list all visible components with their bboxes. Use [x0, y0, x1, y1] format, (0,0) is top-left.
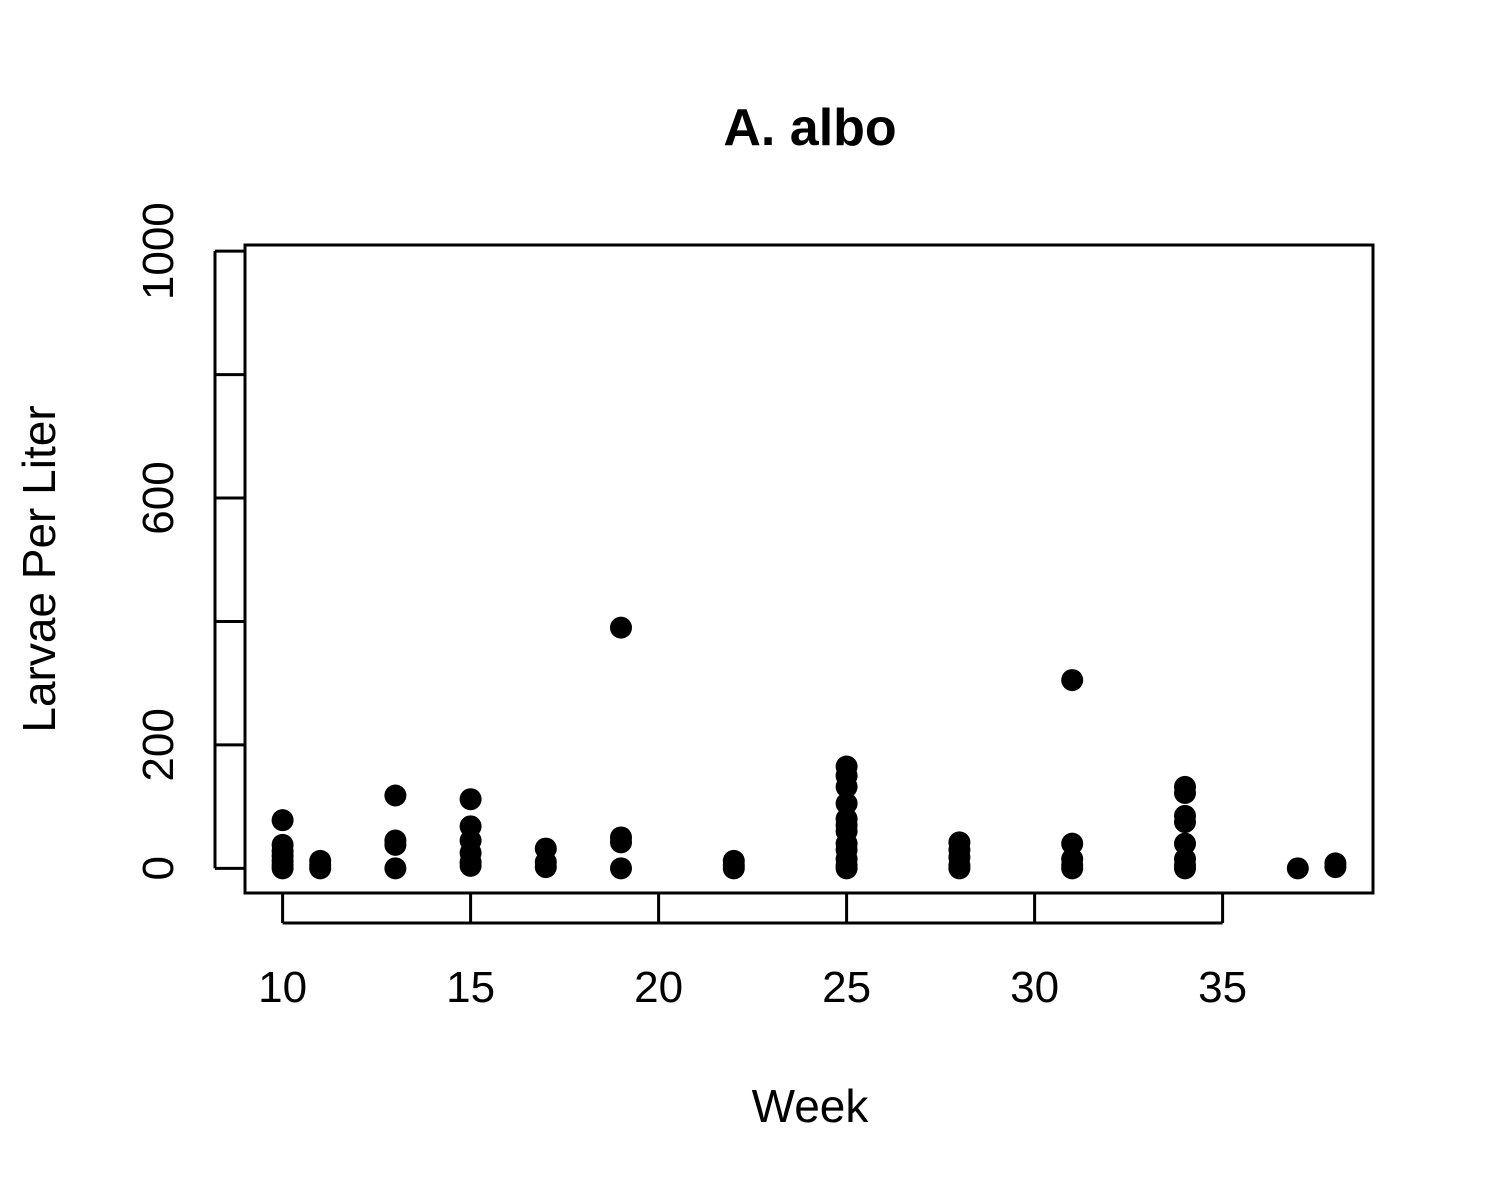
data-point — [1174, 811, 1196, 834]
y-tick-label: 1000 — [134, 202, 183, 300]
data-point — [459, 854, 482, 877]
y-tick-label: 200 — [134, 708, 183, 781]
data-point — [384, 833, 407, 856]
y-tick-label: 600 — [134, 461, 183, 534]
data-point — [1061, 857, 1084, 880]
data-point — [271, 857, 294, 880]
x-axis-label: Week — [752, 1080, 870, 1132]
data-point — [271, 809, 294, 832]
data-point — [384, 857, 407, 880]
x-tick-label: 20 — [634, 963, 683, 1012]
x-tick-label: 30 — [1010, 963, 1059, 1012]
data-points — [271, 616, 1347, 880]
data-point — [534, 856, 557, 879]
x-tick-label: 35 — [1198, 963, 1247, 1012]
data-point — [384, 784, 407, 807]
plot-frame — [243, 243, 1375, 895]
x-tick-label: 25 — [822, 963, 871, 1012]
data-point — [835, 792, 858, 815]
y-tick-label: 0 — [134, 856, 183, 880]
x-axis: 10 15 20 25 30 35 — [258, 893, 1247, 1012]
data-point — [1174, 782, 1196, 805]
data-point — [835, 857, 858, 880]
data-point — [1174, 857, 1196, 880]
data-point — [610, 831, 632, 854]
data-point — [835, 775, 858, 798]
x-tick-label: 15 — [446, 963, 495, 1012]
data-point — [309, 857, 332, 880]
y-axis: 0 200 600 1000 — [134, 202, 245, 881]
data-point — [1061, 832, 1084, 855]
data-point — [459, 788, 482, 811]
data-point — [610, 857, 632, 880]
data-point — [948, 857, 971, 880]
x-tick-label: 10 — [258, 963, 307, 1012]
chart-title: A. albo — [723, 99, 896, 157]
data-point — [1061, 669, 1084, 692]
y-axis-label: Larvae Per Liter — [13, 405, 65, 732]
data-point — [1286, 857, 1309, 880]
data-point — [610, 616, 632, 639]
data-point — [1324, 856, 1347, 879]
data-point — [722, 857, 745, 880]
data-point — [1174, 832, 1196, 855]
